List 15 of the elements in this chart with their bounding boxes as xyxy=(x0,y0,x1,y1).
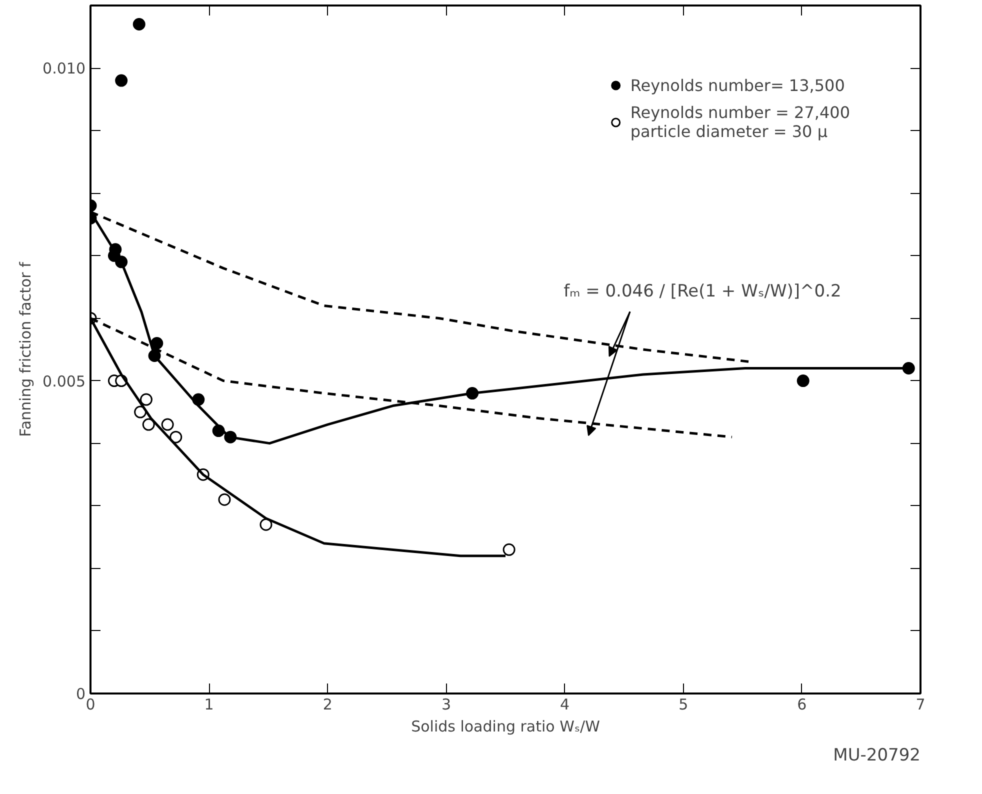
x-tick-label: 1 xyxy=(204,696,214,714)
legend-label: Reynolds number = 27,400 particle diameter = 30 μ xyxy=(630,103,850,141)
y-tick-label: 0.005 xyxy=(42,372,86,390)
x-tick-label: 2 xyxy=(322,696,332,714)
x-tick-label: 7 xyxy=(916,696,926,714)
x-tick-label: 4 xyxy=(560,696,570,714)
x-tick-label: 3 xyxy=(441,696,451,714)
x-tick-label: 5 xyxy=(678,696,688,714)
x-tick-label: 6 xyxy=(797,696,807,714)
text: MU-20792 xyxy=(833,746,921,766)
annotation: fₘ = 0.046 / [Re(1 + Wₛ/W)]^0.2 xyxy=(564,281,842,302)
x-axis-title: Solids loading ratio Wₛ/W xyxy=(411,718,600,736)
legend-label: Reynolds number= 13,500 xyxy=(630,76,845,94)
y-tick-label: 0.010 xyxy=(42,60,86,78)
y-axis-title: Fanning friction factor f xyxy=(16,261,35,437)
